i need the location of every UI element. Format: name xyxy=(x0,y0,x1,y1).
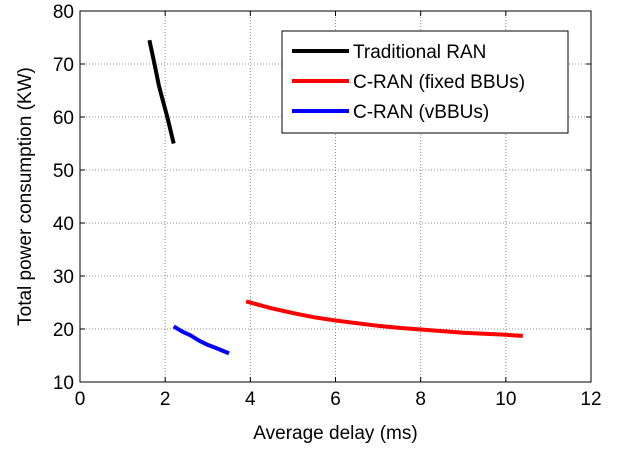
legend-label-0: Traditional RAN xyxy=(353,42,486,63)
x-tick-label: 0 xyxy=(75,389,86,410)
series-line-2 xyxy=(172,324,230,356)
x-tick-label: 10 xyxy=(495,389,516,410)
series-line-1 xyxy=(245,299,524,338)
y-axis-label: Total power consumption (KW) xyxy=(15,67,36,326)
x-tick-label: 12 xyxy=(580,389,601,410)
y-tick-label: 10 xyxy=(53,373,74,394)
y-tick-label: 20 xyxy=(53,320,74,341)
y-tick-label: 30 xyxy=(53,267,74,288)
legend: Traditional RAN C-RAN (fixed BBUs) C-RAN (… xyxy=(281,30,569,134)
x-tick-label: 8 xyxy=(415,389,426,410)
y-tick-label: 60 xyxy=(53,108,74,129)
y-tick-label: 70 xyxy=(53,55,74,76)
y-tick-label: 80 xyxy=(53,2,74,23)
axis-ticks: 0 2 4 6 8 10 12 10 20 30 40 50 60 70 80 xyxy=(53,2,602,410)
legend-label-2: C-RAN (vBBUs) xyxy=(353,102,489,123)
y-tick-label: 40 xyxy=(53,214,74,235)
y-tick-label: 50 xyxy=(53,161,74,182)
x-tick-label: 4 xyxy=(245,389,256,410)
x-tick-label: 2 xyxy=(160,389,171,410)
series-line-0 xyxy=(147,39,176,144)
x-axis-label: Average delay (ms) xyxy=(253,423,417,444)
legend-label-1: C-RAN (fixed BBUs) xyxy=(353,72,525,93)
x-tick-label: 6 xyxy=(330,389,341,410)
series-lines xyxy=(147,39,524,356)
